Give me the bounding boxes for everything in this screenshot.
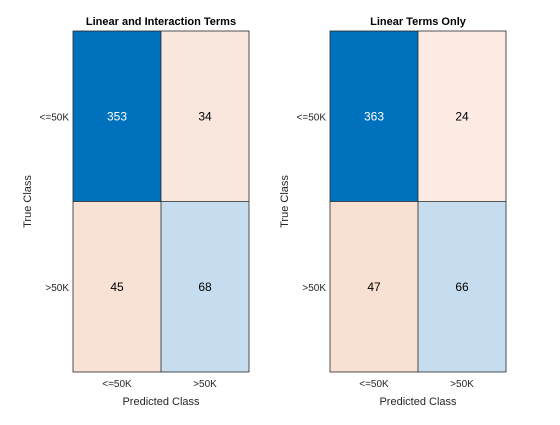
cell-value-r2-c1: 45: [110, 280, 124, 294]
confusion-chart-1: 353 34 45 68 Linear and Interaction Terms <=5…: [22, 16, 250, 408]
x-tick-label: >50K: [450, 379, 474, 390]
cell-value-r2-c1: 47: [367, 280, 381, 294]
cell-r1-c2: [161, 31, 249, 202]
cell-r1-c2: [418, 31, 506, 202]
chart-title: Linear Terms Only: [370, 16, 467, 28]
cell-r1-c1: [330, 31, 418, 202]
plot-frame: [72, 30, 250, 373]
x-tick-label: <=50K: [359, 379, 389, 390]
y-tick-label: <=50K: [297, 112, 327, 123]
cell-value-r1-c1: 353: [107, 109, 127, 123]
plot-frame: [329, 30, 507, 373]
cell-r2-c2: [418, 201, 506, 372]
cell-r2-c1: [330, 201, 418, 372]
y-axis-label: True Class: [22, 175, 34, 228]
x-axis-label: Predicted Class: [379, 396, 457, 408]
cell-r1-c1: [73, 31, 161, 202]
cell-value-r1-c2: 24: [455, 109, 469, 123]
y-tick-label: >50K: [45, 283, 69, 294]
y-axis-label: True Class: [279, 175, 291, 228]
y-tick-label: <=50K: [40, 112, 70, 123]
cell-r2-c2: [161, 201, 249, 372]
x-tick-label: <=50K: [102, 379, 132, 390]
cell-value-r1-c1: 363: [364, 109, 384, 123]
cell-r2-c1: [73, 201, 161, 372]
cell-value-r2-c2: 66: [455, 280, 469, 294]
cell-value-r2-c2: 68: [198, 280, 212, 294]
cell-value-r1-c2: 34: [198, 109, 212, 123]
chart-title: Linear and Interaction Terms: [86, 16, 236, 28]
confusion-chart-2: 363 24 47 66 Linear Terms Only <=50K >50K <=50K…: [279, 16, 507, 408]
x-tick-label: >50K: [193, 379, 217, 390]
x-axis-label: Predicted Class: [122, 396, 200, 408]
y-tick-label: >50K: [302, 283, 326, 294]
